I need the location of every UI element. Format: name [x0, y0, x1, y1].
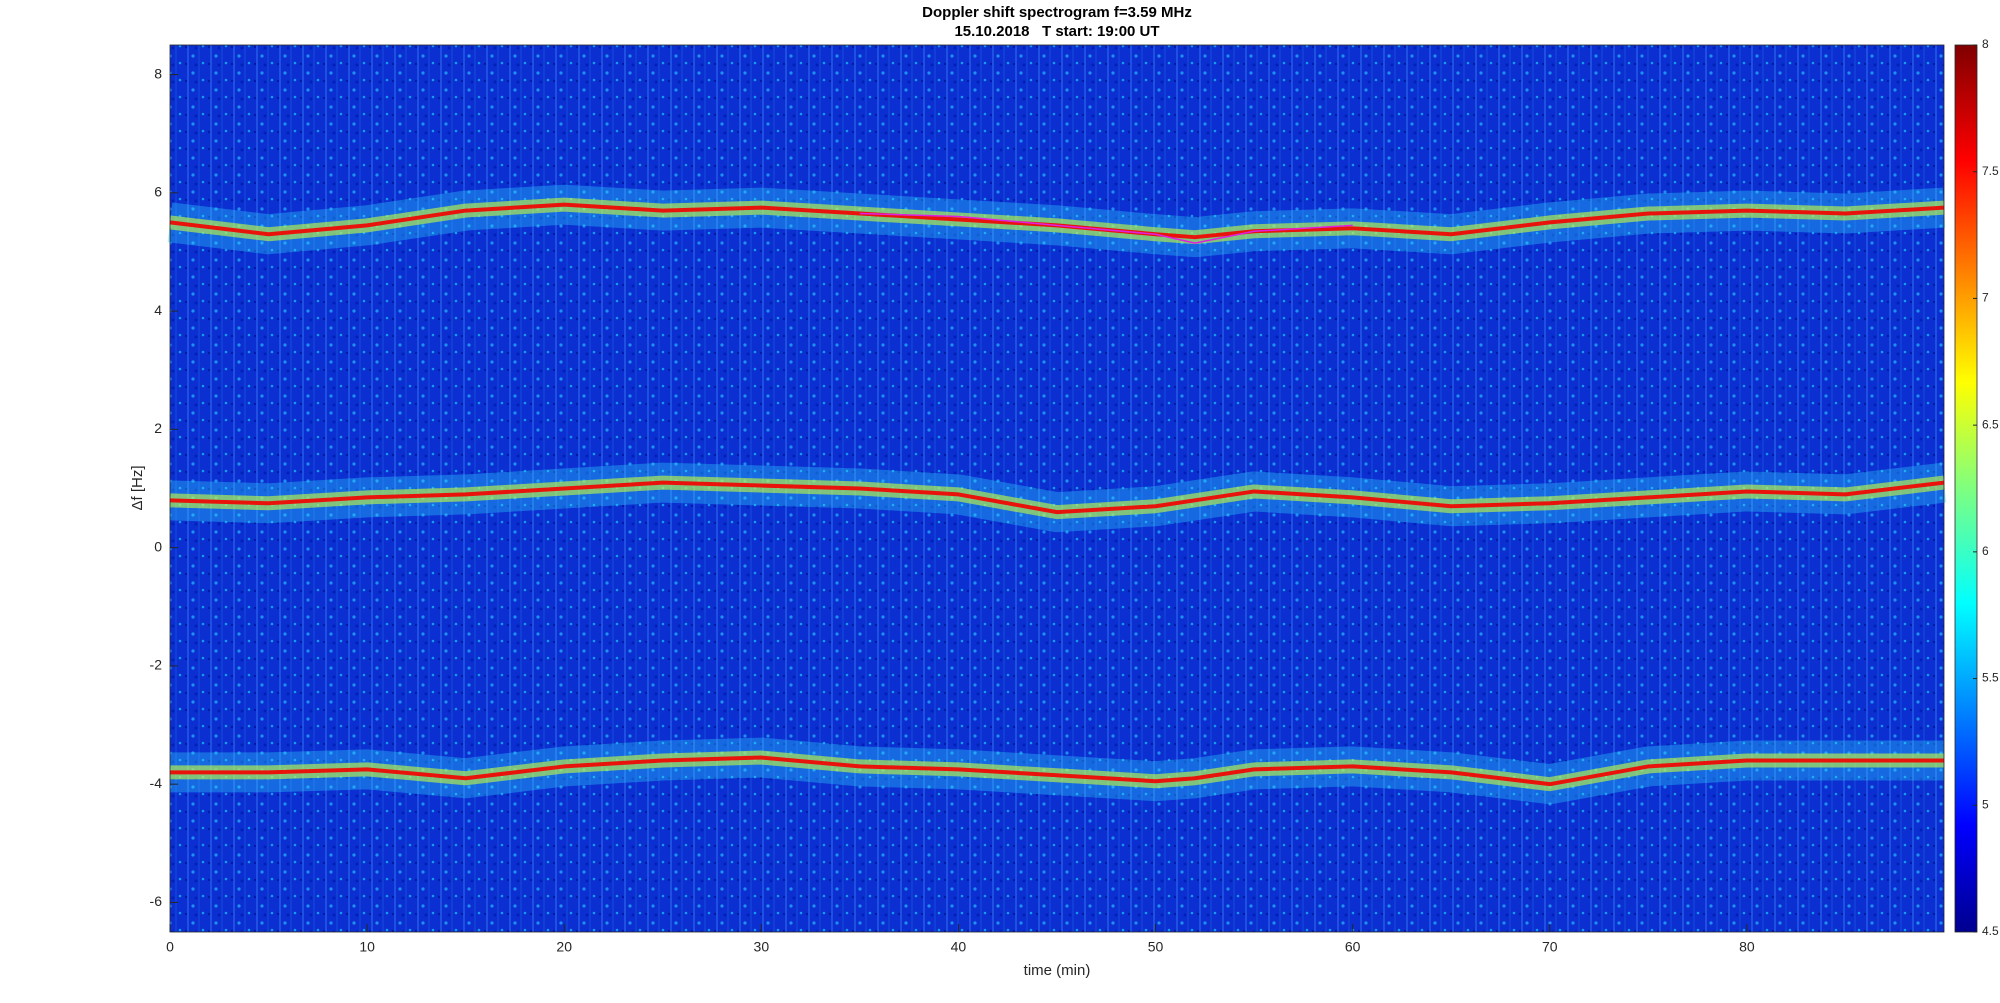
- trace-line: [170, 755, 1944, 787]
- x-tick-label: 40: [951, 939, 967, 955]
- y-tick-label: 4: [154, 302, 162, 318]
- x-tick-label: 50: [1148, 939, 1164, 955]
- colorbar-tick-label: 8: [1982, 37, 1989, 51]
- chart-subtitle: 15.10.2018 T start: 19:00 UT: [954, 23, 1159, 40]
- colorbar-tick-label: 7: [1982, 291, 1989, 305]
- trace-line: [859, 212, 1353, 244]
- chart-title: Doppler shift spectrogram f=3.59 MHz: [922, 4, 1192, 21]
- x-tick-label: 20: [556, 939, 572, 955]
- y-tick-label: 8: [154, 65, 162, 81]
- y-tick-label: -6: [150, 893, 163, 909]
- colorbar-tick-label: 7.5: [1982, 164, 1999, 178]
- colorbar: [1954, 44, 1978, 933]
- x-tick-label: 10: [359, 939, 375, 955]
- colorbar-tick-label: 5.5: [1982, 671, 1999, 685]
- y-tick-label: 0: [154, 538, 162, 554]
- x-tick-label: 70: [1542, 939, 1558, 955]
- colorbar-tick-label: 6.5: [1982, 417, 1999, 431]
- trace-line: [169, 480, 1945, 515]
- plot-frame: [169, 44, 1945, 933]
- x-axis-label: time (min): [1024, 962, 1091, 979]
- y-tick-label: -2: [150, 657, 163, 673]
- x-tick-label: 80: [1739, 939, 1755, 955]
- colorbar-tick-label: 5: [1982, 797, 1989, 811]
- colorbar-tick-label: 6: [1982, 544, 1989, 558]
- y-tick-label: 6: [154, 184, 162, 200]
- y-tick-label: 2: [154, 420, 162, 436]
- x-tick-label: 0: [166, 939, 174, 955]
- x-tick-label: 30: [754, 939, 770, 955]
- x-tick-label: 60: [1345, 939, 1361, 955]
- colorbar-tick-label: 4.5: [1982, 924, 1999, 938]
- y-axis-label: Δf [Hz]: [129, 465, 146, 510]
- y-tick-label: -4: [150, 775, 163, 791]
